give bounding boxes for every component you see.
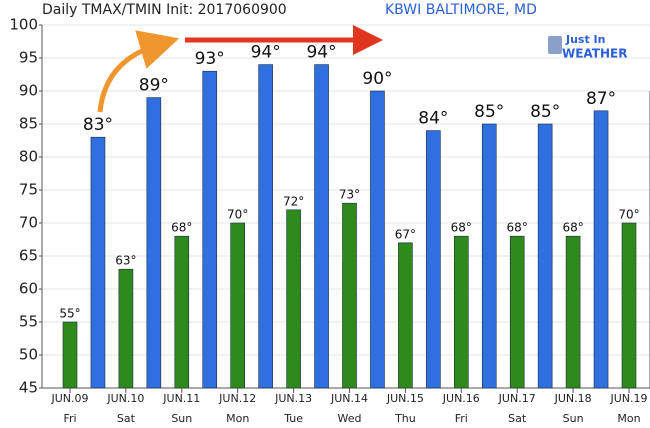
logo-text: Just In — [565, 33, 605, 46]
x-tick-label: JUN.17 — [498, 392, 536, 405]
data-label: 55° — [59, 307, 80, 321]
y-tick-label: 75 — [19, 181, 38, 199]
logo-icon — [548, 36, 562, 54]
bar — [593, 110, 609, 389]
y-tick-label: 80 — [19, 148, 38, 166]
x-tick-label: JUN.12 — [218, 392, 256, 405]
x-tick-label: Wed — [338, 412, 362, 425]
bar — [370, 90, 385, 389]
chart-subtitle: KBWI BALTIMORE, MD — [385, 2, 537, 18]
bar — [481, 123, 497, 389]
data-label: 85° — [474, 102, 504, 122]
x-tick-label: Thu — [394, 412, 416, 425]
bar — [258, 64, 273, 389]
x-tick-label: Fri — [455, 412, 468, 425]
data-label: 70° — [618, 208, 639, 222]
data-label: 94° — [306, 43, 336, 63]
data-label: 90° — [362, 69, 392, 89]
y-tick-label: 50 — [19, 346, 38, 364]
y-tick-label: 60 — [19, 280, 38, 298]
data-label: 68° — [171, 221, 192, 235]
data-label: 85° — [530, 102, 560, 122]
x-tick-label: JUN.15 — [386, 392, 424, 405]
x-tick-label: Sat — [508, 412, 527, 425]
x-tick-label: Sat — [117, 412, 136, 425]
y-tick-label: 55 — [19, 313, 38, 331]
bar — [286, 209, 301, 389]
data-label: 87° — [586, 89, 616, 109]
x-tick-label: JUN.09 — [50, 392, 88, 405]
x-tick-label: JUN.18 — [554, 392, 592, 405]
bar — [314, 64, 329, 389]
data-label: 67° — [395, 227, 416, 241]
x-tick-label: JUN.14 — [330, 392, 368, 405]
x-tick-label: JUN.11 — [162, 392, 200, 405]
bar — [426, 130, 441, 389]
data-label: 84° — [418, 109, 448, 129]
data-label: 94° — [251, 43, 281, 63]
x-tick-label: Sun — [563, 412, 584, 425]
x-tick-label: Mon — [617, 412, 640, 425]
y-tick-label: 95 — [19, 49, 38, 67]
x-tick-label: Sun — [171, 412, 192, 425]
y-tick-label: 70 — [19, 214, 38, 232]
x-tick-label: Fri — [63, 412, 76, 425]
y-tick-label: 65 — [19, 247, 38, 265]
data-label: 68° — [562, 221, 583, 235]
y-tick-label: 85 — [19, 115, 38, 133]
bar — [202, 70, 218, 389]
y-tick-label: 90 — [19, 82, 38, 100]
x-tick-label: JUN.16 — [442, 392, 480, 405]
x-tick-label: JUN.19 — [609, 392, 647, 405]
bar — [453, 235, 469, 389]
x-tick-label: Tue — [283, 412, 303, 425]
bar — [230, 222, 245, 389]
chart-title: Daily TMAX/TMIN Init: 2017060900 — [42, 2, 287, 18]
bar — [621, 222, 637, 389]
data-label: 68° — [451, 221, 472, 235]
data-label: 68° — [507, 221, 528, 235]
data-label: 63° — [115, 254, 136, 268]
data-label: 93° — [195, 49, 225, 69]
bar — [398, 242, 413, 389]
bar — [509, 235, 525, 389]
data-label: 73° — [339, 188, 360, 202]
x-tick-label: JUN.13 — [274, 392, 312, 405]
x-tick-label: JUN.10 — [106, 392, 144, 405]
bar — [342, 202, 357, 389]
bar — [146, 97, 162, 389]
x-tick-label: Mon — [226, 412, 249, 425]
bar — [62, 321, 78, 389]
data-label: 72° — [283, 194, 304, 208]
logo: Just In WEATHER — [548, 33, 627, 61]
bar — [118, 268, 134, 389]
y-tick-label: 100 — [9, 16, 38, 34]
bar — [537, 123, 553, 389]
data-label: 89° — [139, 76, 169, 96]
y-tick-label: 45 — [19, 379, 38, 397]
logo-text: WEATHER — [562, 47, 627, 61]
data-label: 83° — [83, 115, 113, 135]
bar — [174, 235, 190, 389]
bar — [565, 235, 581, 389]
data-label: 70° — [227, 208, 248, 222]
trend-arrow — [97, 30, 180, 113]
plot: 45 50 55 60 65 70 75 80 85 90 95 100 JUN.09 Fri JUN.10… — [9, 16, 650, 425]
bar — [90, 136, 106, 389]
